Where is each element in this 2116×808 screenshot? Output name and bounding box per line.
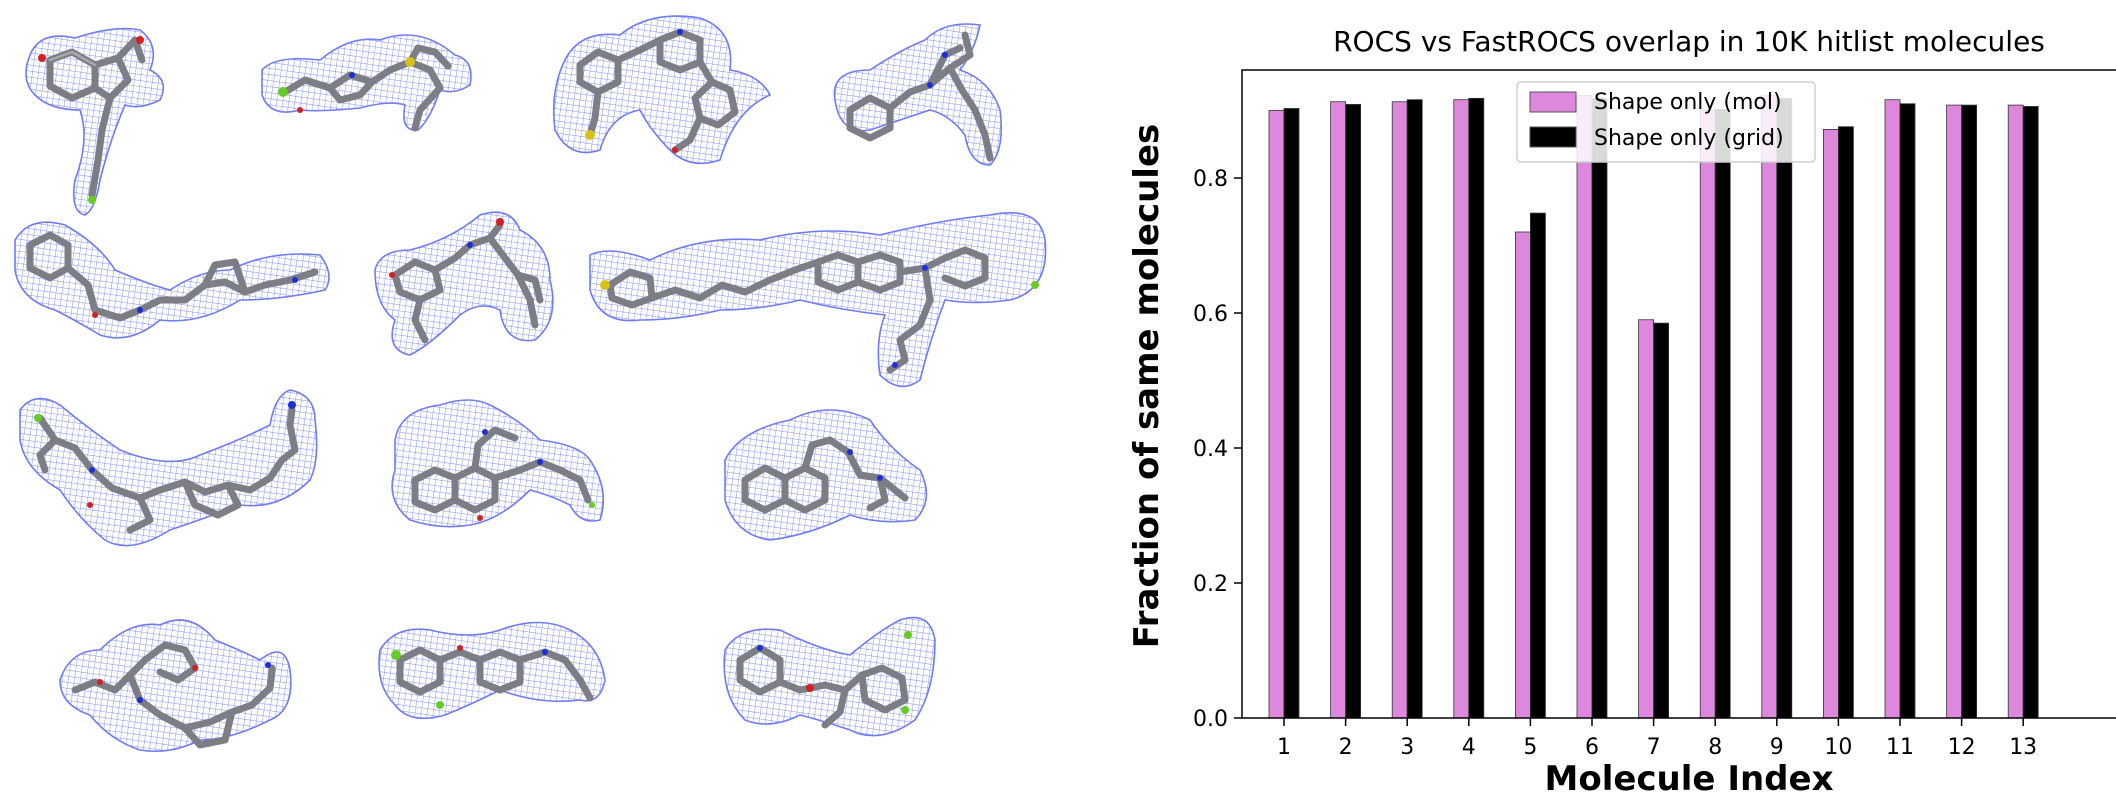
bar-mol-1 [1268, 110, 1285, 719]
bar-grid-1 [1283, 108, 1300, 719]
molecule-10 [724, 409, 928, 541]
x-tick-label: 1 [1277, 735, 1291, 760]
molecule-5 [14, 221, 330, 339]
bar-grid-4 [1468, 97, 1485, 719]
molecule-3 [552, 15, 772, 165]
molecule-6 [374, 211, 554, 356]
x-tick-label: 2 [1339, 735, 1353, 760]
x-tick-label: 11 [1886, 735, 1914, 760]
x-axis-label: Molecule Index [1545, 759, 1834, 799]
molecule-13 [723, 616, 936, 737]
x-tick-label: 5 [1523, 735, 1537, 760]
chart-title: ROCS vs FastROCS overlap in 10K hitlist … [1333, 25, 2045, 58]
molecule-structures-panel [14, 15, 1047, 753]
plot-frame [1241, 69, 2116, 719]
bar-mol-3 [1391, 101, 1408, 719]
y-tick-label: 0.8 [1193, 167, 1228, 192]
molecule-8 [19, 389, 318, 547]
x-tick-label: 8 [1708, 735, 1722, 760]
overlap-bar-chart: ROCS vs FastROCS overlap in 10K hitlist … [1127, 25, 2116, 799]
bar-mol-7 [1638, 319, 1654, 719]
bar-grid-5 [1529, 212, 1546, 719]
bar-mol-5 [1514, 231, 1531, 719]
y-tick-label: 0.0 [1193, 707, 1228, 732]
molecule-1 [25, 27, 165, 216]
legend-swatch-mol [1529, 91, 1577, 113]
bar-mol-13 [2007, 104, 2024, 719]
y-tick-label: 0.2 [1193, 572, 1228, 597]
bar-mol-4 [1453, 99, 1470, 719]
molecule-2 [261, 34, 472, 132]
bar-grid-2 [1345, 104, 1362, 719]
legend-swatch-grid [1529, 126, 1577, 148]
x-tick-label: 4 [1462, 735, 1476, 760]
x-axis-ticks: 1 2 3 4 5 6 7 8 9 10 11 12 13 [1277, 718, 2037, 760]
bar-mol-9 [1761, 95, 1778, 719]
legend-label-mol: Shape only (mol) [1594, 90, 1782, 115]
bar-grid-12 [1961, 104, 1977, 719]
y-tick-label: 0.6 [1193, 302, 1228, 327]
bar-series [1268, 95, 2039, 719]
y-axis-ticks: 0.0 0.2 0.4 0.6 0.8 [1193, 167, 1242, 732]
bar-grid-6 [1591, 97, 1608, 719]
x-tick-label: 10 [1824, 735, 1852, 760]
bar-grid-11 [1899, 103, 1916, 719]
bar-mol-8 [1699, 110, 1716, 719]
x-tick-label: 7 [1647, 735, 1661, 760]
molecule-4 [833, 23, 1003, 166]
molecule-9 [391, 399, 605, 528]
bar-mol-10 [1823, 128, 1839, 719]
x-tick-label: 9 [1770, 735, 1784, 760]
x-tick-label: 6 [1585, 735, 1599, 760]
y-axis-label: Fraction of same molecules [1127, 124, 1167, 649]
molecule-12 [378, 621, 606, 720]
y-tick-label: 0.4 [1193, 437, 1228, 462]
bar-grid-7 [1653, 322, 1669, 719]
bar-grid-10 [1838, 126, 1854, 719]
bar-mol-6 [1576, 95, 1593, 719]
legend-label-grid: Shape only (grid) [1594, 126, 1784, 151]
molecule-7 [589, 211, 1047, 388]
bar-grid-3 [1406, 99, 1423, 719]
x-tick-label: 3 [1400, 735, 1414, 760]
bar-grid-9 [1776, 97, 1793, 719]
chart-legend: Shape only (mol) Shape only (grid) [1516, 81, 1816, 163]
x-tick-label: 13 [2009, 735, 2037, 760]
legend-box [1516, 81, 1816, 163]
bar-mol-2 [1330, 101, 1347, 719]
bar-mol-11 [1884, 99, 1901, 719]
bar-grid-8 [1714, 108, 1731, 719]
bar-grid-13 [2022, 106, 2039, 719]
x-tick-label: 12 [1948, 735, 1976, 760]
bar-mol-12 [1946, 104, 1962, 719]
molecule-11 [59, 619, 292, 753]
